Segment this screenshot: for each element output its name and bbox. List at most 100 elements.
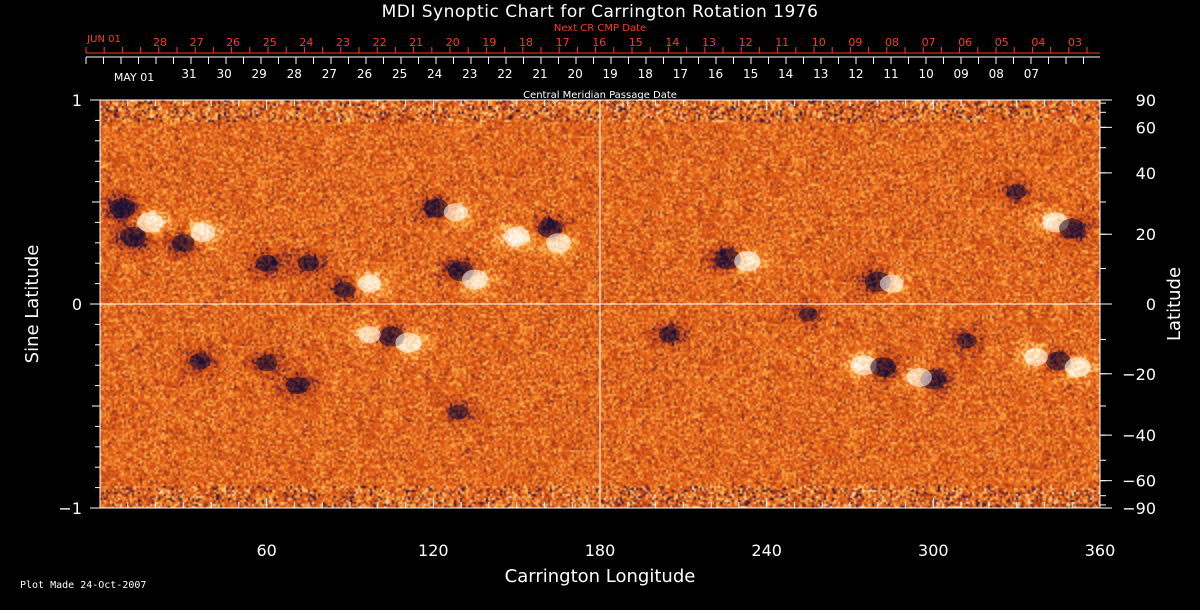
next-cr-date-label: 08 xyxy=(885,36,899,49)
active-region-negative xyxy=(120,226,147,247)
active-region-positive xyxy=(503,226,530,247)
active-region-negative xyxy=(286,377,309,395)
next-cr-date-label: 03 xyxy=(1068,36,1082,49)
next-cr-date-label: JUN 01 xyxy=(86,34,121,45)
next-cr-date-label: 21 xyxy=(409,36,423,49)
y-tick-label-right: 60 xyxy=(1136,118,1156,137)
next-cr-date-label: 26 xyxy=(226,36,240,49)
next-cr-date-label: 25 xyxy=(263,36,277,49)
next-cr-date-label: 22 xyxy=(373,36,387,49)
next-cr-date-label: 23 xyxy=(336,36,350,49)
cmp-date-label: 22 xyxy=(497,67,512,81)
active-region-positive xyxy=(358,326,381,344)
next-cr-date-label: 04 xyxy=(1031,36,1045,49)
cmp-date-label: 16 xyxy=(708,67,723,81)
active-region-positive xyxy=(907,367,932,387)
next-cr-date-label: 11 xyxy=(775,36,789,49)
active-region-positive xyxy=(850,355,877,376)
active-region-negative xyxy=(658,326,681,343)
cmp-date-label: 19 xyxy=(603,67,618,81)
y-tick-label-right: 0 xyxy=(1146,295,1156,314)
y-tick-label-right: −20 xyxy=(1122,365,1156,384)
next-cr-date-label: 10 xyxy=(812,36,826,49)
plot-made-date: Plot Made 24-Oct-2007 xyxy=(20,580,147,591)
y-tick-label-left: 1 xyxy=(72,91,82,110)
cmp-date-label: 08 xyxy=(989,67,1004,81)
active-region-negative xyxy=(256,355,278,372)
next-cr-date-label: 17 xyxy=(556,36,570,49)
cmp-date-label: 18 xyxy=(638,67,653,81)
active-region-negative xyxy=(870,357,897,378)
cmp-date-label: 07 xyxy=(1024,67,1039,81)
cmp-date-label: 15 xyxy=(743,67,758,81)
active-region-negative xyxy=(537,219,563,239)
gridlines xyxy=(100,100,1100,508)
next-cr-date-label: 28 xyxy=(153,36,167,49)
next-cr-date-label: 18 xyxy=(519,36,533,49)
next-cr-date-label: 09 xyxy=(848,36,862,49)
chart-title: MDI Synoptic Chart for Carrington Rotati… xyxy=(381,2,819,22)
cmp-date-label: 12 xyxy=(848,67,863,81)
cmp-date-label: 23 xyxy=(462,67,477,81)
cmp-date-label: 27 xyxy=(322,67,337,81)
cmp-date-label: 26 xyxy=(357,67,372,81)
active-region-negative xyxy=(1059,218,1086,239)
active-region-negative xyxy=(172,234,195,252)
y-tick-label-left: 0 xyxy=(72,295,82,314)
cmp-date-label: MAY 01 xyxy=(114,71,154,84)
next-cr-date-label: 14 xyxy=(665,36,679,49)
cmp-date-label: 24 xyxy=(427,67,442,81)
cmp-date-label: 31 xyxy=(181,67,196,81)
y-axis-label-right: Latitude xyxy=(1164,267,1185,341)
active-region-positive xyxy=(190,223,216,243)
active-region-negative xyxy=(448,404,469,420)
next-cr-date-label: 15 xyxy=(629,36,643,49)
x-tick-label: 60 xyxy=(256,541,276,560)
cmp-date-label: 21 xyxy=(532,67,547,81)
active-region-negative xyxy=(189,353,211,370)
active-region-negative xyxy=(1045,351,1071,371)
active-region-negative xyxy=(714,249,741,270)
cmp-date-label: 28 xyxy=(287,67,302,81)
y-tick-label-right: 20 xyxy=(1136,225,1156,244)
x-tick-label: 120 xyxy=(418,541,449,560)
next-cr-date-label: 20 xyxy=(446,36,460,49)
active-region-positive xyxy=(1064,357,1091,378)
active-region-negative xyxy=(423,198,449,218)
next-cr-date-label: 05 xyxy=(995,36,1009,49)
active-region-negative xyxy=(297,255,319,272)
x-tick-label: 300 xyxy=(918,541,949,560)
next-cr-date-label: 24 xyxy=(299,36,313,49)
y-axis-label-left: Sine Latitude xyxy=(22,245,43,364)
active-region-negative xyxy=(255,254,278,272)
y-tick-label-right: −90 xyxy=(1122,499,1156,518)
active-region-negative xyxy=(333,281,356,298)
y-tick-label-right: 90 xyxy=(1136,91,1156,110)
cmp-date-label: 14 xyxy=(778,67,793,81)
active-region-negative xyxy=(798,307,818,322)
cmp-date-label: 09 xyxy=(954,67,969,81)
active-regions xyxy=(109,184,1091,420)
active-region-positive xyxy=(1024,348,1048,367)
cmp-date-label: 29 xyxy=(252,67,267,81)
active-region-positive xyxy=(443,203,468,222)
active-region-positive xyxy=(357,274,382,293)
cmp-date-label: 17 xyxy=(673,67,688,81)
active-region-negative xyxy=(1006,184,1027,200)
active-region-negative xyxy=(956,333,977,349)
y-tick-label-right: −60 xyxy=(1122,472,1156,491)
active-region-positive xyxy=(462,269,488,290)
active-region-positive xyxy=(545,233,571,253)
active-region-positive xyxy=(879,274,904,293)
cmp-date-label: 13 xyxy=(813,67,828,81)
next-cr-date-label: 07 xyxy=(922,36,936,49)
cmp-date-label: 25 xyxy=(392,67,407,81)
next-cr-date-label: 12 xyxy=(739,36,753,49)
cmp-date-label: 10 xyxy=(918,67,933,81)
y-tick-label-left: −1 xyxy=(58,499,82,518)
next-cr-date-label: 13 xyxy=(702,36,716,49)
active-region-positive xyxy=(395,332,422,353)
next-cr-date-label: 16 xyxy=(592,36,606,49)
